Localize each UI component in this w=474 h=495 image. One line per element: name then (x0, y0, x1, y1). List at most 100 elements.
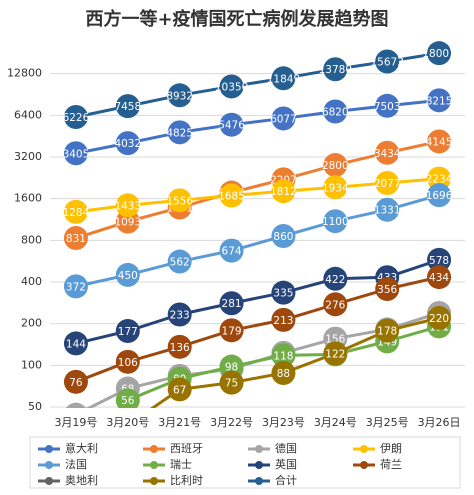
y-tick-label: 800 (21, 233, 42, 246)
x-tick-label: 3月20号 (106, 416, 149, 429)
point (167, 302, 192, 327)
y-tick-label: 50 (28, 400, 42, 413)
point (427, 88, 452, 113)
point (323, 266, 348, 291)
data-label: 136 (170, 342, 190, 354)
point (115, 349, 140, 374)
data-label: 578 (429, 255, 449, 267)
point (375, 170, 400, 195)
data-label: 233 (170, 309, 190, 321)
legend-label: 伊朗 (380, 442, 402, 455)
data-label: 1433 (114, 200, 141, 212)
data-label: 1093 (114, 217, 141, 229)
point (323, 341, 348, 366)
data-label: 674 (222, 246, 242, 258)
point (219, 370, 244, 395)
legend-marker (255, 477, 263, 485)
point (115, 94, 140, 119)
data-label: 860 (273, 231, 293, 243)
data-label: 122 (325, 348, 345, 360)
data-label: 18001 (422, 48, 455, 60)
data-label: 10350 (215, 81, 248, 93)
data-label: 213 (273, 315, 293, 327)
point (323, 175, 348, 200)
point (375, 93, 400, 118)
point (427, 305, 452, 330)
legend-marker (150, 445, 158, 453)
y-tick-label: 400 (21, 275, 42, 288)
legend-label: 德国 (275, 441, 297, 455)
point (323, 57, 348, 82)
point (427, 41, 452, 66)
point (167, 83, 192, 108)
data-label: 8215 (426, 95, 453, 107)
data-label: 2234 (426, 174, 453, 186)
legend-marker (150, 461, 158, 469)
point (427, 265, 452, 290)
data-label: 1284 (63, 207, 90, 219)
point (167, 120, 192, 145)
data-label: 372 (66, 281, 86, 293)
point (167, 188, 192, 213)
x-tick-label: 3月23号 (262, 416, 305, 429)
data-label: 3434 (374, 148, 401, 160)
data-label: 2800 (322, 160, 349, 172)
legend-marker (255, 461, 263, 469)
legend-label: 英国 (275, 457, 297, 471)
data-label: 335 (273, 288, 293, 300)
legend-label: 比利时 (170, 474, 203, 487)
data-label: 75 (225, 378, 238, 390)
legend-box (29, 436, 461, 489)
legend-marker (360, 445, 368, 453)
point (219, 183, 244, 208)
point (271, 179, 296, 204)
y-tick-label: 1600 (14, 192, 42, 205)
y-tick-label: 3200 (14, 150, 42, 163)
data-label: 562 (170, 257, 190, 269)
data-label: 1331 (374, 205, 401, 217)
data-label: 422 (325, 274, 345, 286)
data-label: 1696 (426, 190, 453, 202)
point (167, 249, 192, 274)
point (65, 402, 86, 408)
x-tick-label: 3月22号 (210, 416, 253, 429)
data-label: 76 (69, 377, 83, 389)
data-label: 106 (118, 357, 138, 369)
point (271, 280, 296, 305)
y-tick-label: 200 (21, 317, 42, 330)
x-tick-label: 3月26日 (418, 416, 461, 429)
point (115, 193, 140, 218)
legend-marker (150, 477, 158, 485)
point (115, 131, 140, 156)
x-tick-label: 3月25号 (366, 416, 409, 429)
point (219, 291, 244, 316)
point (63, 331, 88, 356)
data-label: 88 (277, 368, 290, 380)
legend-label: 荷兰 (380, 458, 402, 471)
data-label: 144 (66, 338, 86, 350)
point (427, 183, 452, 208)
data-label: 4145 (426, 136, 453, 148)
data-label: 281 (222, 298, 242, 310)
point (375, 318, 400, 343)
legend-marker (45, 445, 53, 453)
legend-label: 瑞士 (170, 457, 192, 471)
data-label: 11849 (267, 73, 300, 85)
data-label: 6226 (63, 112, 90, 124)
point (115, 388, 140, 408)
point (427, 247, 452, 272)
point (323, 153, 348, 178)
data-label: 3405 (63, 148, 90, 160)
data-label: 118 (273, 350, 293, 362)
point (271, 66, 296, 91)
point (219, 238, 244, 263)
data-label: 13780 (319, 64, 352, 76)
data-label: 4825 (166, 127, 193, 139)
point (219, 318, 244, 343)
data-label: 1812 (270, 186, 297, 198)
point (167, 377, 192, 402)
point (323, 292, 348, 317)
point (375, 49, 400, 74)
legend-label: 意大利 (65, 441, 98, 455)
data-label: 7503 (374, 101, 401, 113)
